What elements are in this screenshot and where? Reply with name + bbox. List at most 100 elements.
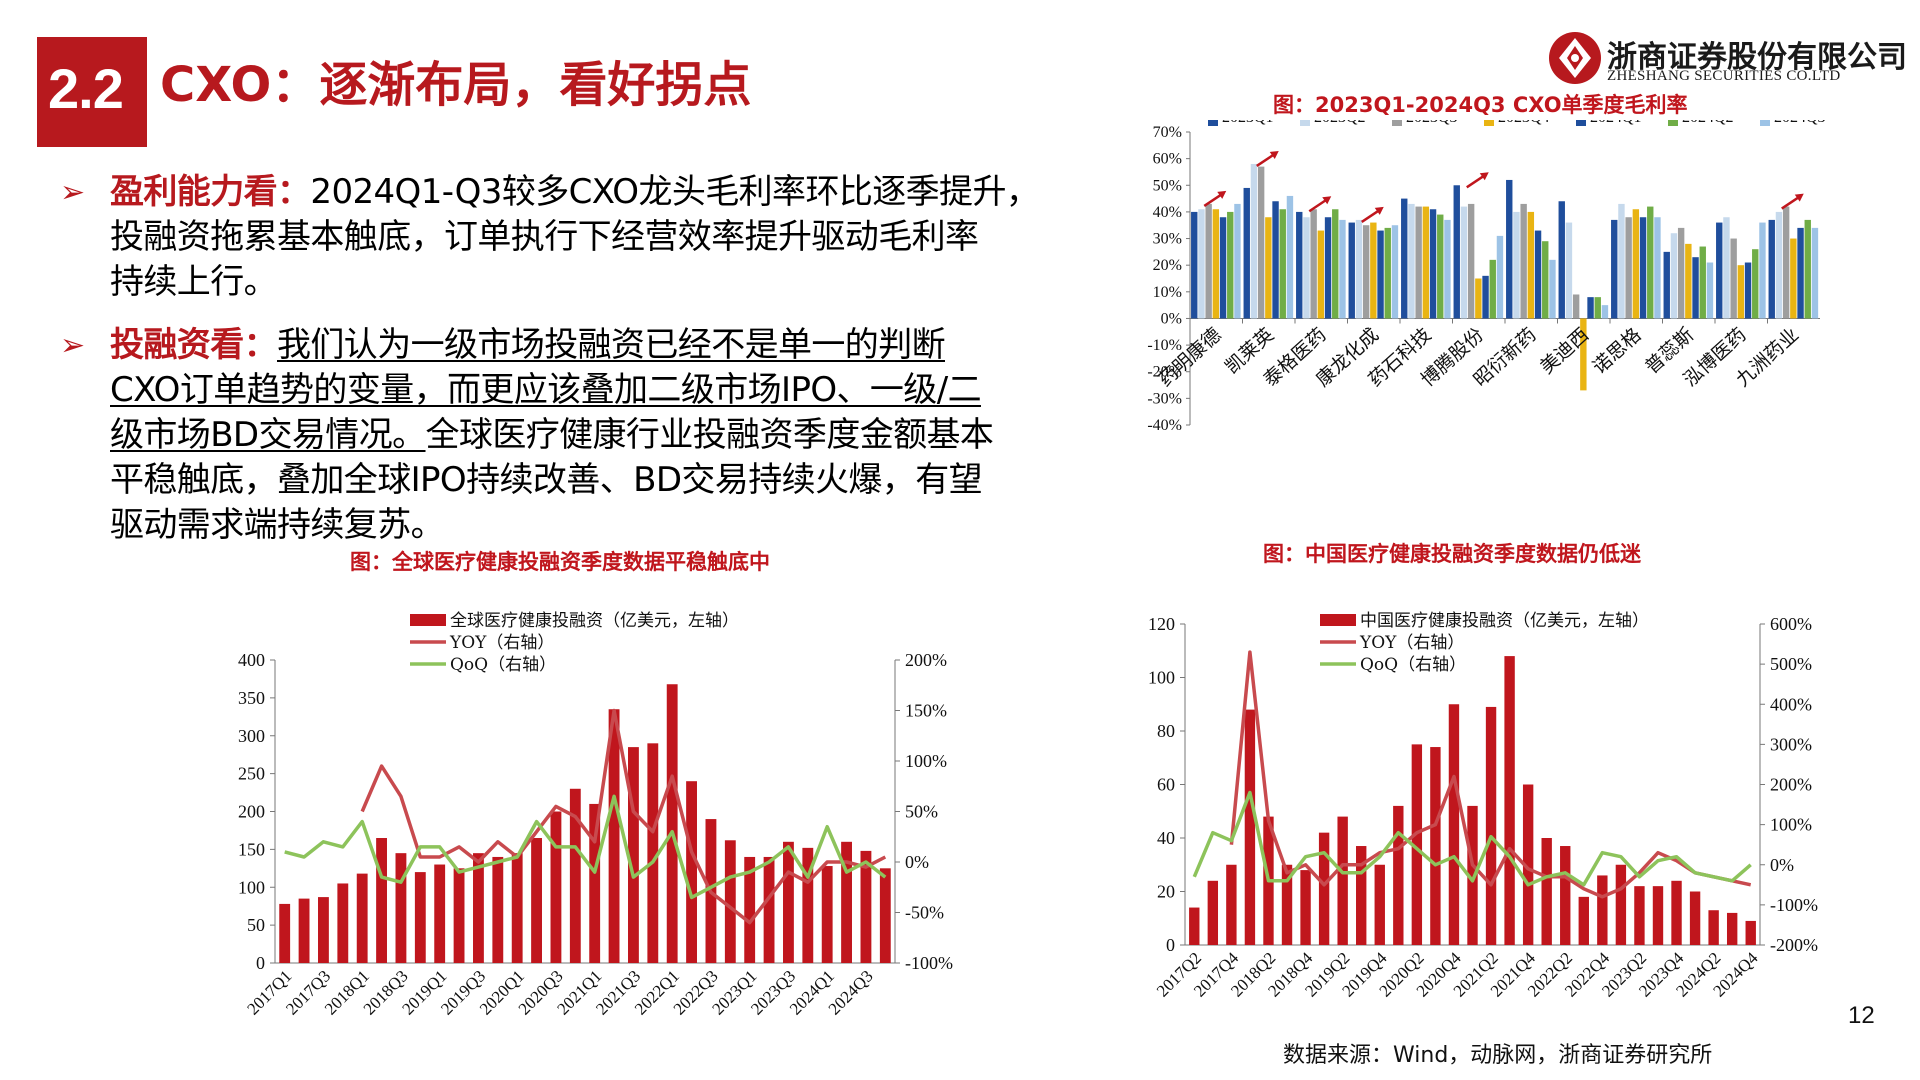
bar <box>1527 211 1535 319</box>
bar <box>1811 227 1819 319</box>
series-line <box>1192 790 1752 887</box>
bar <box>1250 163 1258 319</box>
bullet-text: 投融资拖累基本触底，订单执行下经营效率提升驱动毛利率 <box>110 217 979 257</box>
left-tick-label: 0 <box>256 953 265 973</box>
bar <box>1558 201 1565 319</box>
right-tick-label: -100% <box>905 953 953 973</box>
bar <box>473 853 484 963</box>
bar <box>1759 222 1766 319</box>
bar <box>763 856 775 963</box>
y-tick-label: 50% <box>1153 177 1182 194</box>
bar <box>1370 222 1377 319</box>
legend-swatch <box>1208 120 1218 126</box>
bar <box>1496 235 1504 319</box>
bar <box>1485 706 1497 945</box>
trend-arrow-head <box>1794 193 1804 202</box>
data-source: 数据来源：Wind，动脉网，浙商证券研究所 <box>1283 1043 1713 1068</box>
trend-arrow-head <box>1269 150 1279 159</box>
bar <box>1489 259 1496 319</box>
bar <box>666 684 678 963</box>
bar <box>1652 886 1664 945</box>
legend-swatch <box>1392 120 1402 126</box>
bar <box>531 838 542 963</box>
right-tick-label: -200% <box>1770 935 1818 955</box>
bar <box>1257 166 1265 319</box>
bar <box>1745 920 1756 945</box>
bar <box>1279 209 1286 319</box>
bar <box>1444 219 1451 319</box>
bar <box>1625 217 1632 319</box>
legend-label: 2023Q3 <box>1406 120 1458 126</box>
bar <box>1324 217 1332 319</box>
bar <box>1393 805 1404 945</box>
global-financing-chart: 400 350 300 250 200 150 100 50 0 200% 150% 100% 50% 0… <box>238 611 953 1019</box>
bar <box>1790 238 1797 319</box>
left-tick-label: 100 <box>238 877 265 897</box>
bar <box>1639 217 1647 319</box>
bar <box>1303 217 1310 319</box>
bar <box>628 747 639 963</box>
bar <box>1522 784 1534 945</box>
bar <box>376 838 387 963</box>
bar <box>1782 206 1790 319</box>
trend-arrow-head <box>1322 196 1332 205</box>
bar <box>1520 203 1527 319</box>
right-tick-label: 100% <box>905 751 947 771</box>
bar <box>453 868 465 963</box>
bar <box>1647 206 1654 319</box>
bar <box>1542 241 1549 319</box>
bar <box>1189 907 1200 945</box>
bar <box>1411 744 1423 945</box>
bar <box>1356 846 1367 945</box>
bar <box>1355 219 1363 319</box>
bar <box>1467 805 1478 945</box>
right-tick-label: 500% <box>1770 654 1812 674</box>
left-tick-label: 80 <box>1157 721 1175 741</box>
china-financing-chart: 120 100 80 60 40 20 0 600% 500% 400% 300% 200% 100% 0… <box>1148 611 1818 1001</box>
bar <box>1737 265 1745 319</box>
bar <box>686 781 697 963</box>
bar <box>1415 206 1422 319</box>
bar <box>1374 864 1385 945</box>
bar <box>1226 864 1237 945</box>
bar <box>1572 294 1580 319</box>
right-tick-label: 300% <box>1770 734 1812 754</box>
trend-arrow-head <box>1217 190 1227 199</box>
bar <box>1654 217 1661 319</box>
bar <box>879 868 891 963</box>
y-tick-label: 70% <box>1153 124 1182 141</box>
left-tick-label: 150 <box>238 839 265 859</box>
bar <box>1244 709 1256 945</box>
bar <box>318 897 329 963</box>
left-tick-label: 400 <box>238 650 265 670</box>
right-tick-label: 0% <box>905 852 929 872</box>
bar <box>1706 262 1714 319</box>
bar <box>1453 185 1460 319</box>
bar <box>1615 864 1627 945</box>
bar <box>337 883 349 963</box>
bar <box>1272 201 1279 319</box>
bar <box>1804 219 1811 319</box>
y-tick-label: 20% <box>1153 257 1182 274</box>
bar <box>1601 305 1609 319</box>
bar <box>1348 222 1355 319</box>
bar <box>744 856 756 963</box>
page-title: CXO：逐渐布局，看好拐点 <box>160 57 752 113</box>
bar <box>1632 209 1640 319</box>
bar <box>1337 816 1348 945</box>
bar <box>1243 187 1250 319</box>
bar <box>1362 225 1370 319</box>
chart1-caption: 图：2023Q1-2024Q3 CXO单季度毛利率 <box>1273 93 1688 117</box>
bar <box>608 709 620 963</box>
bar <box>511 853 523 963</box>
bar <box>1663 251 1670 319</box>
bar <box>1429 209 1437 319</box>
bar <box>1234 203 1241 319</box>
bar <box>1677 227 1685 319</box>
bar <box>1384 227 1391 319</box>
bar <box>1296 211 1303 319</box>
series-line <box>1229 650 1752 899</box>
bar <box>1408 203 1415 319</box>
bar <box>1281 864 1293 945</box>
bar <box>279 903 291 963</box>
